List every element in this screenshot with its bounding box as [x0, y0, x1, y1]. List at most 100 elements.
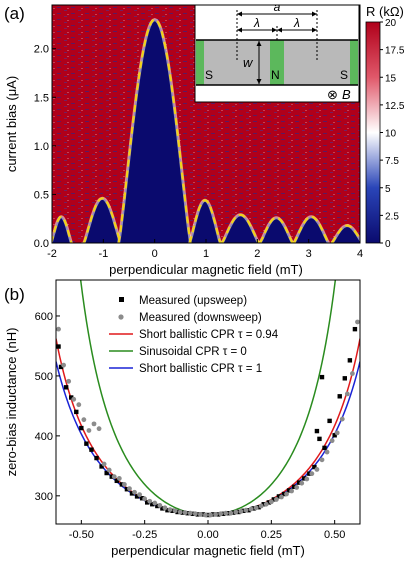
- upsweep-point: [226, 511, 231, 516]
- x-tick-label-a-5: 3: [306, 248, 312, 260]
- downsweep-point: [91, 421, 97, 427]
- downsweep-point: [106, 467, 112, 473]
- upsweep-point: [332, 433, 337, 438]
- downsweep-point: [228, 510, 234, 516]
- upsweep-point: [79, 425, 84, 431]
- x-tick-label-b-4: 0.50: [324, 529, 345, 541]
- upsweep-point: [104, 470, 109, 476]
- label-w: w: [243, 55, 254, 70]
- downsweep-point: [127, 486, 132, 492]
- downsweep-point: [182, 510, 188, 516]
- upsweep-point: [271, 497, 277, 502]
- downsweep-point: [299, 480, 305, 486]
- upsweep-point: [200, 512, 206, 517]
- downsweep-point: [329, 438, 335, 444]
- upsweep-point: [261, 502, 266, 507]
- downsweep-point: [334, 430, 340, 436]
- downsweep-point: [96, 426, 102, 432]
- panel-b-label: (b): [4, 285, 25, 304]
- upsweep-point: [63, 385, 69, 390]
- upsweep-point: [180, 510, 185, 515]
- label-a: a: [274, 0, 281, 14]
- upsweep-point: [185, 511, 190, 516]
- colorbar-tick-label-8: 20: [385, 18, 397, 29]
- downsweep-point: [324, 449, 330, 455]
- legend-label-0: Measured (upsweep): [139, 295, 247, 307]
- fit-curve-lobe-6: [292, 215, 330, 243]
- upsweep-point: [165, 508, 170, 513]
- upsweep-point: [337, 394, 342, 399]
- upsweep-point: [190, 511, 195, 517]
- colorbar-tick-label-0: 0: [385, 239, 391, 250]
- y-tick-label-a-3: 1.5: [34, 92, 49, 104]
- y-tick-label-a-4: 2.0: [34, 44, 49, 56]
- downsweep-point: [147, 498, 153, 504]
- label-n: N: [271, 68, 280, 82]
- upsweep-point: [317, 436, 322, 442]
- upsweep-point: [160, 506, 165, 511]
- colorbar-tick-label-4: 10: [385, 129, 397, 140]
- dim-lambda-arrowheads: [237, 27, 317, 33]
- downsweep-point: [248, 506, 254, 512]
- downsweep-point: [76, 402, 82, 408]
- plot-b-x-ticks: -0.50 -0.25 0.00 0.25 0.50: [69, 520, 345, 541]
- downsweep-point: [116, 476, 122, 481]
- superconducting-lobe-3: [189, 200, 221, 243]
- colorbar-tick-label-1: 2.5: [385, 211, 399, 222]
- fit-curve-lobe-2: [117, 18, 192, 243]
- panel-b: -0.50 -0.25 0.00 0.25 0.50 300 400 500 600 Meas…: [4, 279, 361, 558]
- upsweep-point: [215, 512, 221, 517]
- y-tick-label-a-0: 0.0: [34, 238, 49, 250]
- measured-points: [56, 319, 360, 518]
- upsweep-point: [205, 512, 211, 518]
- superconductor-middle: [270, 40, 284, 85]
- upsweep-point: [99, 464, 104, 469]
- plot-a-x-ticks: -2 -1 0 1 2 3 4: [47, 239, 363, 260]
- fit-curve-lobe-4: [220, 213, 260, 243]
- upsweep-point: [195, 512, 201, 517]
- downsweep-point: [223, 510, 229, 516]
- downsweep-point: [258, 503, 264, 509]
- downsweep-point: [162, 505, 168, 511]
- dim-w-arrowheads: [256, 41, 262, 84]
- upsweep-point: [322, 445, 327, 451]
- upsweep-point: [145, 500, 150, 505]
- downsweep-point: [81, 417, 87, 423]
- upsweep-point: [109, 474, 114, 479]
- panel-a-label: (a): [4, 4, 25, 23]
- y-tick-label-b-1: 400: [35, 431, 53, 443]
- downsweep-point: [279, 494, 284, 500]
- colorbar-label: R (kΩ): [366, 4, 404, 19]
- downsweep-point: [208, 512, 213, 518]
- junction-schematic-inset: a λ λ w S N S ⊗ B: [194, 0, 360, 103]
- upsweep-point: [342, 376, 347, 381]
- field-direction-symbol: ⊗: [327, 87, 338, 102]
- downsweep-point: [66, 378, 72, 384]
- downsweep-point: [198, 512, 203, 517]
- downsweep-point: [350, 371, 355, 376]
- downsweep-point: [344, 391, 350, 397]
- downsweep-point: [132, 489, 137, 495]
- upsweep-point: [319, 374, 325, 380]
- downsweep-point: [289, 488, 294, 494]
- downsweep-point: [142, 496, 148, 502]
- downsweep-point: [218, 511, 224, 517]
- upsweep-point: [266, 500, 271, 505]
- fit-curve-lobe-7: [330, 224, 360, 243]
- upsweep-point: [114, 478, 119, 484]
- x-tick-label-b-1: -0.25: [132, 529, 157, 541]
- upsweep-point: [347, 358, 353, 363]
- fit-curve-lobe-0: [52, 215, 73, 243]
- downsweep-point: [243, 507, 249, 513]
- upsweep-point: [302, 476, 307, 481]
- colorbar-tick-label-2: 5: [385, 184, 391, 195]
- downsweep-point: [213, 512, 219, 517]
- plot-b-legend: Measured (upsweep) Measured (downsweep) Sh…: [109, 295, 279, 375]
- x-tick-label-b-0: -0.50: [69, 529, 94, 541]
- upsweep-point: [124, 487, 130, 492]
- downsweep-point: [319, 457, 325, 463]
- x-tick-label-a-0: -2: [47, 248, 57, 260]
- colorbar-ticks: 0 2.5 5 7.5 10 12.5 15 17.5 20: [380, 18, 405, 250]
- upsweep-point: [256, 505, 261, 510]
- upsweep-point: [210, 512, 216, 517]
